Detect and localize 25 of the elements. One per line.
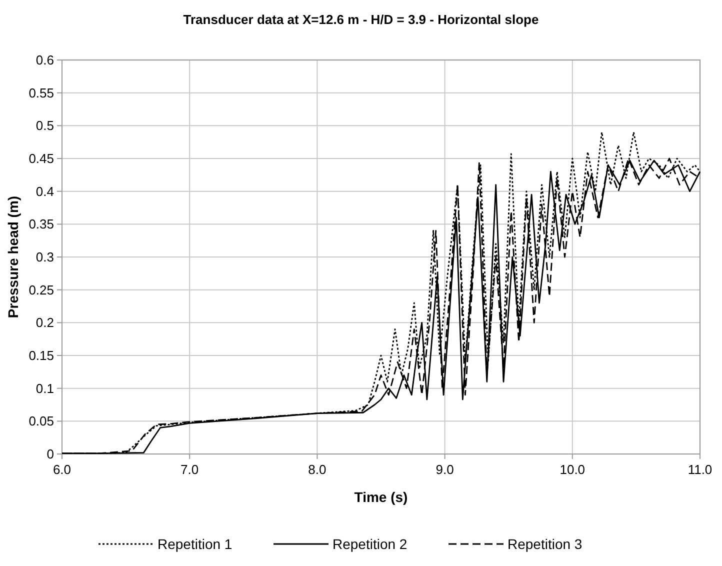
x-tick-label: 7.0 (180, 462, 199, 477)
x-tick-label: 8.0 (308, 462, 326, 477)
y-tick-label: 0.15 (28, 348, 54, 363)
x-tick-label: 11.0 (688, 462, 712, 477)
chart-title: Transducer data at X=12.6 m - H/D = 3.9 - Horizontal slope (183, 12, 539, 27)
y-tick-label: 0.5 (36, 118, 54, 134)
y-tick-label: 0.2 (36, 315, 54, 330)
legend-label: Repetition 2 (332, 536, 408, 552)
x-tick-label: 9.0 (436, 462, 454, 477)
y-tick-label: 0.6 (36, 52, 54, 68)
legend-label: Repetition 1 (158, 536, 232, 552)
y-tick-label: 0.3 (36, 250, 54, 264)
y-tick-label: 0.45 (28, 151, 54, 166)
y-tick-label: 0.05 (28, 414, 54, 429)
y-tick-label: 0.4 (36, 184, 54, 199)
x-tick-label: 10.0 (560, 462, 586, 477)
x-axis-title: Time (s) (354, 489, 408, 505)
y-axis-title: Pressure head (m) (5, 196, 21, 318)
y-tick-label: 0.25 (28, 282, 54, 298)
y-tick-label: 0 (46, 446, 54, 462)
y-tick-label: 0.35 (28, 216, 54, 232)
legend-label: Repetition 3 (508, 536, 582, 552)
x-tick-label: 6.0 (52, 462, 72, 477)
y-tick-label: 0.55 (28, 85, 54, 100)
y-tick-label: 0.1 (36, 380, 54, 396)
